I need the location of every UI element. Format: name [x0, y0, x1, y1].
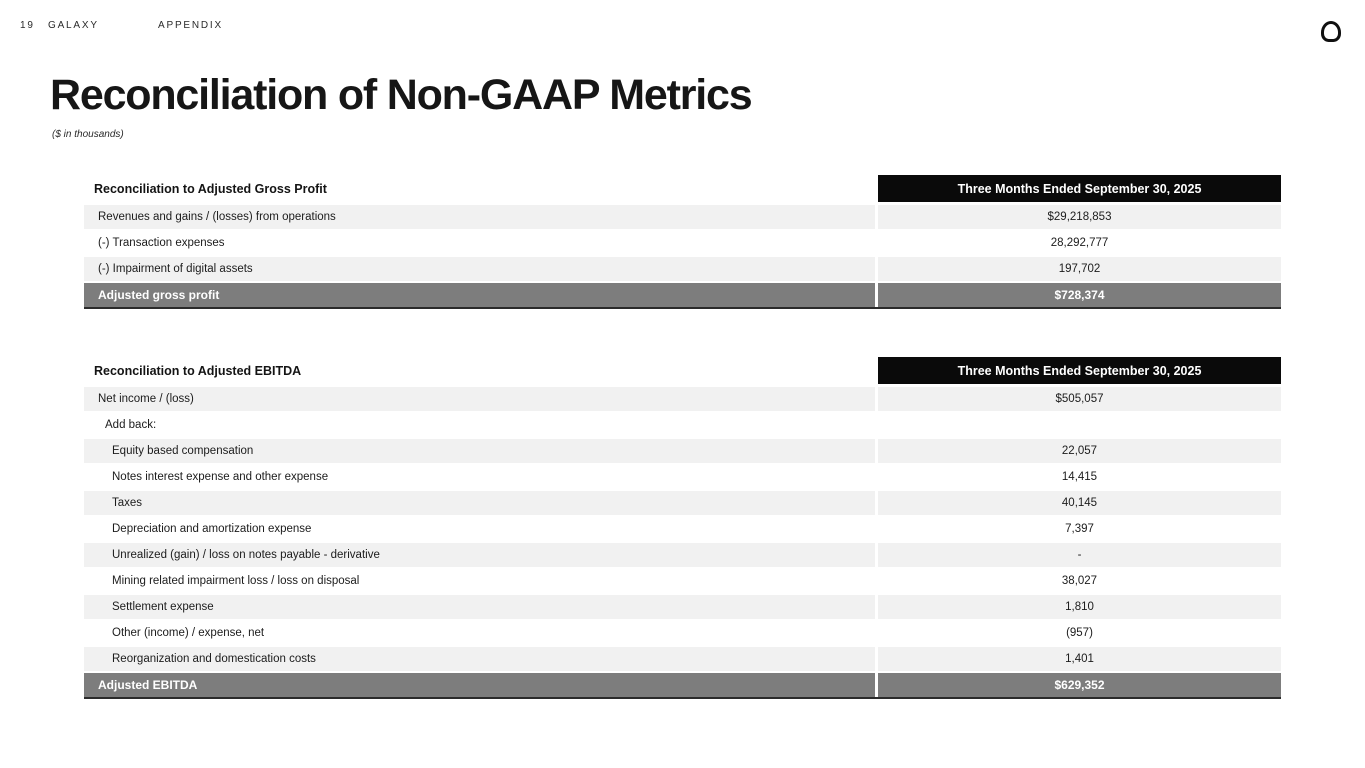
- row-label: Notes interest expense and other expense: [112, 471, 329, 483]
- row-value: 22,057: [878, 439, 1281, 463]
- table-title: Reconciliation to Adjusted EBITDA: [94, 363, 302, 378]
- row-value: 1,810: [878, 595, 1281, 619]
- page-number: 19: [20, 20, 35, 31]
- table-row: (-) Impairment of digital assets 197,702: [84, 257, 1281, 281]
- row-value: 197,702: [878, 257, 1281, 281]
- table-row: Mining related impairment loss / loss on…: [84, 569, 1281, 593]
- table-row: Reorganization and domestication costs 1…: [84, 647, 1281, 671]
- row-label: Settlement expense: [84, 595, 875, 619]
- page-title: Reconciliation of Non-GAAP Metrics: [50, 71, 753, 119]
- row-label: Net income / (loss): [84, 387, 875, 411]
- table-row: Unrealized (gain) / loss on notes payabl…: [84, 543, 1281, 567]
- row-label: (-) Transaction expenses: [98, 237, 225, 249]
- row-value: 14,415: [1061, 471, 1098, 483]
- row-value: 40,145: [878, 491, 1281, 515]
- gross-profit-table: Reconciliation to Adjusted Gross Profit …: [84, 175, 1281, 309]
- table-row: Settlement expense 1,810: [84, 595, 1281, 619]
- brand-name: GALAXY: [48, 20, 99, 31]
- row-value: [878, 413, 1281, 437]
- table-row: Revenues and gains / (losses) from opera…: [84, 205, 1281, 229]
- row-value: 38,027: [1061, 575, 1098, 587]
- ebitda-table: Reconciliation to Adjusted EBITDA Three …: [84, 357, 1281, 699]
- total-value: $629,352: [878, 673, 1281, 697]
- table-header-row: Reconciliation to Adjusted Gross Profit …: [84, 175, 1281, 202]
- row-label: Revenues and gains / (losses) from opera…: [84, 205, 875, 229]
- table-row: Net income / (loss) $505,057: [84, 387, 1281, 411]
- period-header: Three Months Ended September 30, 2025: [878, 357, 1281, 384]
- total-label: Adjusted EBITDA: [84, 673, 875, 697]
- total-row: Adjusted gross profit $728,374: [84, 283, 1281, 309]
- table-header-row: Reconciliation to Adjusted EBITDA Three …: [84, 357, 1281, 384]
- row-label: Reorganization and domestication costs: [84, 647, 875, 671]
- row-value: $505,057: [878, 387, 1281, 411]
- total-label: Adjusted gross profit: [84, 283, 875, 307]
- section-label: APPENDIX: [158, 20, 223, 31]
- total-value: $728,374: [878, 283, 1281, 307]
- row-value: -: [878, 543, 1281, 567]
- table-row: (-) Transaction expenses 28,292,777: [84, 231, 1281, 255]
- row-value: 1,401: [878, 647, 1281, 671]
- table-row: Taxes 40,145: [84, 491, 1281, 515]
- row-label: Depreciation and amortization expense: [112, 523, 312, 535]
- row-label: (-) Impairment of digital assets: [84, 257, 875, 281]
- row-value: 7,397: [1065, 523, 1094, 535]
- units-note: ($ in thousands): [52, 129, 124, 140]
- period-header: Three Months Ended September 30, 2025: [878, 175, 1281, 202]
- row-label: Unrealized (gain) / loss on notes payabl…: [84, 543, 875, 567]
- table-title: Reconciliation to Adjusted Gross Profit: [94, 181, 327, 196]
- row-value: (957): [1066, 627, 1093, 639]
- table-row: Notes interest expense and other expense…: [84, 465, 1281, 489]
- table-row: Depreciation and amortization expense 7,…: [84, 517, 1281, 541]
- table-row: Add back:: [84, 413, 1281, 437]
- row-label: Other (income) / expense, net: [112, 627, 265, 639]
- row-label: Equity based compensation: [84, 439, 875, 463]
- row-value: 28,292,777: [1050, 237, 1109, 249]
- row-value: $29,218,853: [878, 205, 1281, 229]
- total-row: Adjusted EBITDA $629,352: [84, 673, 1281, 699]
- table-row: Equity based compensation 22,057: [84, 439, 1281, 463]
- row-label: Taxes: [84, 491, 875, 515]
- row-label: Mining related impairment loss / loss on…: [112, 575, 360, 587]
- row-label: Add back:: [105, 419, 157, 431]
- table-row: Other (income) / expense, net (957): [84, 621, 1281, 645]
- galaxy-logo-icon: [1321, 21, 1341, 42]
